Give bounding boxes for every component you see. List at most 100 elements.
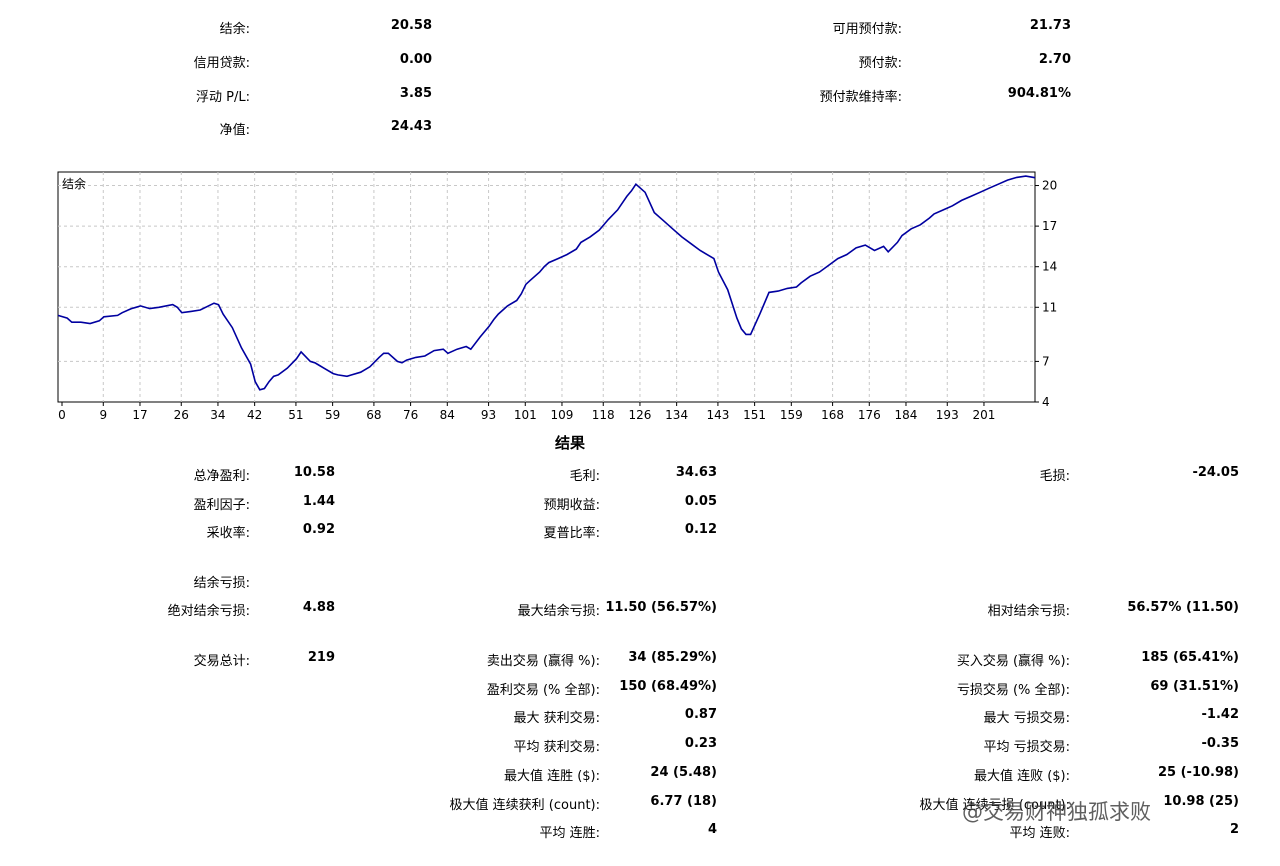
x-tick-label: 34 — [210, 408, 225, 422]
total-trades-value: 219 — [307, 650, 335, 665]
expected-payoff-value: 0.05 — [684, 494, 717, 509]
gross-loss-label: 毛损: — [1039, 469, 1070, 484]
margin-level-label: 预付款维持率: — [819, 90, 902, 105]
chart-grid — [58, 172, 1035, 402]
floating-pl-label: 浮动 P/L: — [196, 90, 250, 105]
equity-value: 24.43 — [390, 119, 432, 134]
x-tick-label: 159 — [780, 408, 803, 422]
loss-trades-value: 69 (31.51%) — [1150, 679, 1239, 694]
sharpe-ratio-label: 夏普比率: — [543, 526, 600, 541]
avg-consec-wins-label: 平均 连胜: — [539, 826, 600, 841]
max-consec-loss-label: 极大值 连续亏损 (count): — [919, 798, 1070, 813]
total-net-profit-value: 10.58 — [293, 465, 335, 480]
x-axis: 0 9 17 26 34 42 51 59 68 76 84 93 101 109 118 126 134 143… — [58, 402, 995, 422]
max-drawdown-value: 11.50 (56.57%) — [605, 600, 717, 615]
avg-loss-value: -0.35 — [1201, 736, 1239, 751]
total-net-profit-label: 总净盈利: — [193, 469, 250, 484]
abs-drawdown-label: 绝对结余亏损: — [167, 604, 250, 619]
loss-trades-label: 亏损交易 (% 全部): — [956, 683, 1070, 698]
profit-trades-label: 盈利交易 (% 全部): — [486, 683, 600, 698]
profit-factor-label: 盈利因子: — [193, 498, 250, 513]
x-tick-label: 184 — [895, 408, 918, 422]
largest-loss-value: -1.42 — [1201, 707, 1239, 722]
gross-loss-value: -24.05 — [1192, 465, 1239, 480]
y-tick-label: 17 — [1042, 219, 1057, 233]
floating-pl-value: 3.85 — [399, 86, 432, 101]
avg-loss-label: 平均 亏损交易: — [983, 740, 1070, 755]
avg-consec-wins-value: 4 — [707, 822, 717, 837]
results-title: 结果 — [554, 434, 585, 452]
free-margin-label: 可用预付款: — [832, 22, 902, 37]
balance-chart: 0 9 17 26 34 42 51 59 68 76 84 93 101 109 118 126 134 143… — [57, 171, 1057, 422]
x-tick-label: 143 — [706, 408, 729, 422]
watermark: @交易财神独孤求败 — [962, 800, 1151, 824]
recovery-factor-value: 0.92 — [302, 522, 335, 537]
largest-profit-label: 最大 获利交易: — [513, 711, 600, 726]
chart-frame — [57, 171, 1036, 403]
x-tick-label: 101 — [514, 408, 537, 422]
x-tick-label: 151 — [743, 408, 766, 422]
y-tick-label: 20 — [1042, 179, 1057, 193]
x-tick-label: 176 — [858, 408, 881, 422]
margin-level-value: 904.81% — [1007, 86, 1071, 101]
short-trades-label: 卖出交易 (赢得 %): — [486, 654, 600, 669]
credit-value: 0.00 — [399, 52, 432, 67]
y-tick-label: 11 — [1042, 300, 1057, 314]
y-axis: 4 7 11 14 17 20 — [1035, 179, 1057, 409]
rel-drawdown-value: 56.57% (11.50) — [1127, 600, 1239, 615]
y-tick-label: 14 — [1042, 260, 1057, 274]
x-tick-label: 193 — [936, 408, 959, 422]
x-tick-label: 118 — [592, 408, 615, 422]
x-tick-label: 0 — [58, 408, 66, 422]
balance-label: 结余: — [219, 22, 250, 37]
abs-drawdown-value: 4.88 — [302, 600, 335, 615]
avg-consec-losses-label: 平均 连败: — [1009, 826, 1070, 841]
max-consec-wins-label: 最大值 连胜 ($): — [503, 769, 600, 784]
x-tick-label: 17 — [132, 408, 147, 422]
sharpe-ratio-value: 0.12 — [684, 522, 717, 537]
long-trades-value: 185 (65.41%) — [1141, 650, 1239, 665]
profit-trades-value: 150 (68.49%) — [619, 679, 717, 694]
x-tick-label: 42 — [247, 408, 262, 422]
long-trades-label: 买入交易 (赢得 %): — [956, 654, 1070, 669]
x-tick-label: 201 — [973, 408, 996, 422]
x-tick-label: 93 — [481, 408, 496, 422]
margin-value: 2.70 — [1038, 52, 1071, 67]
drawdown-header: 结余亏损: — [193, 576, 250, 591]
x-tick-label: 59 — [325, 408, 340, 422]
max-drawdown-label: 最大结余亏损: — [517, 604, 600, 619]
max-consec-losses-value: 25 (-10.98) — [1157, 765, 1239, 780]
avg-profit-value: 0.23 — [684, 736, 717, 751]
max-consec-loss-value: 10.98 (25) — [1163, 794, 1239, 809]
avg-profit-label: 平均 获利交易: — [513, 740, 600, 755]
x-tick-label: 76 — [403, 408, 418, 422]
max-consec-profit-label: 极大值 连续获利 (count): — [449, 798, 600, 813]
max-consec-wins-value: 24 (5.48) — [650, 765, 717, 780]
chart-title: 结余 — [62, 176, 86, 191]
x-tick-label: 51 — [288, 408, 303, 422]
max-consec-losses-label: 最大值 连败 ($): — [973, 769, 1070, 784]
x-tick-label: 168 — [821, 408, 844, 422]
rel-drawdown-label: 相对结余亏损: — [987, 604, 1070, 619]
short-trades-value: 34 (85.29%) — [628, 650, 717, 665]
largest-loss-label: 最大 亏损交易: — [983, 711, 1070, 726]
y-tick-label: 7 — [1042, 354, 1050, 368]
x-tick-label: 109 — [551, 408, 574, 422]
recovery-factor-label: 采收率: — [206, 526, 250, 541]
x-tick-label: 9 — [99, 408, 107, 422]
gross-profit-label: 毛利: — [569, 469, 600, 484]
max-consec-profit-value: 6.77 (18) — [650, 794, 717, 809]
margin-label: 预付款: — [858, 56, 902, 71]
balance-value: 20.58 — [390, 18, 432, 33]
profit-factor-value: 1.44 — [302, 494, 335, 509]
largest-profit-value: 0.87 — [684, 707, 717, 722]
y-tick-label: 4 — [1042, 395, 1050, 409]
credit-label: 信用贷款: — [193, 56, 250, 71]
avg-consec-losses-value: 2 — [1229, 822, 1239, 837]
x-tick-label: 134 — [665, 408, 688, 422]
x-tick-label: 68 — [366, 408, 381, 422]
balance-series-line — [57, 175, 1036, 391]
x-tick-label: 26 — [174, 408, 189, 422]
total-trades-label: 交易总计: — [193, 654, 250, 669]
x-tick-label: 126 — [628, 408, 651, 422]
